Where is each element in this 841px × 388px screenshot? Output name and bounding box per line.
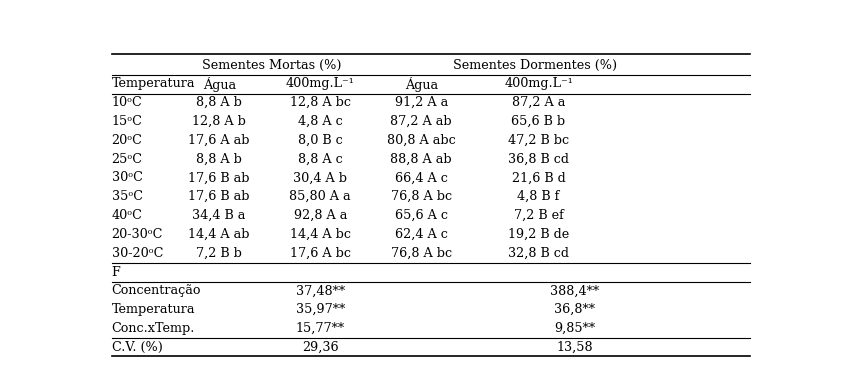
Text: Água: Água — [405, 77, 438, 92]
Text: 12,8 A b: 12,8 A b — [193, 115, 246, 128]
Text: 62,4 A c: 62,4 A c — [394, 228, 447, 241]
Text: 15ᵒC: 15ᵒC — [112, 115, 142, 128]
Text: 30-20ᵒC: 30-20ᵒC — [112, 247, 163, 260]
Text: 92,8 A a: 92,8 A a — [294, 209, 346, 222]
Text: 87,2 A ab: 87,2 A ab — [390, 115, 452, 128]
Text: 47,2 B bc: 47,2 B bc — [508, 134, 569, 147]
Text: 400mg.L⁻¹: 400mg.L⁻¹ — [286, 77, 355, 90]
Text: 40ᵒC: 40ᵒC — [112, 209, 142, 222]
Text: 65,6 B b: 65,6 B b — [511, 115, 566, 128]
Text: 4,8 A c: 4,8 A c — [298, 115, 342, 128]
Text: Concentração: Concentração — [112, 284, 201, 297]
Text: 36,8**: 36,8** — [554, 303, 595, 316]
Text: 37,48**: 37,48** — [296, 284, 345, 297]
Text: 12,8 A bc: 12,8 A bc — [289, 96, 351, 109]
Text: 36,8 B cd: 36,8 B cd — [508, 152, 569, 166]
Text: 34,4 B a: 34,4 B a — [193, 209, 246, 222]
Text: Conc.xTemp.: Conc.xTemp. — [112, 322, 195, 335]
Text: 14,4 A ab: 14,4 A ab — [188, 228, 250, 241]
Text: 29,36: 29,36 — [302, 341, 339, 354]
Text: Água: Água — [203, 77, 235, 92]
Text: 85,80 A a: 85,80 A a — [289, 190, 351, 203]
Text: 17,6 B ab: 17,6 B ab — [188, 190, 250, 203]
Text: 15,77**: 15,77** — [296, 322, 345, 335]
Text: 76,8 A bc: 76,8 A bc — [391, 247, 452, 260]
Text: 4,8 B f: 4,8 B f — [517, 190, 560, 203]
Text: F: F — [112, 265, 120, 279]
Text: 17,6 B ab: 17,6 B ab — [188, 171, 250, 184]
Text: 80,8 A abc: 80,8 A abc — [387, 134, 456, 147]
Text: Temperatura: Temperatura — [112, 77, 195, 90]
Text: 14,4 A bc: 14,4 A bc — [289, 228, 351, 241]
Text: 9,85**: 9,85** — [554, 322, 595, 335]
Text: 20ᵒC: 20ᵒC — [112, 134, 142, 147]
Text: 10ᵒC: 10ᵒC — [112, 96, 142, 109]
Text: 17,6 A bc: 17,6 A bc — [289, 247, 351, 260]
Text: 66,4 A c: 66,4 A c — [394, 171, 447, 184]
Text: 8,8 A b: 8,8 A b — [196, 96, 242, 109]
Text: 30,4 A b: 30,4 A b — [294, 171, 347, 184]
Text: 7,2 B b: 7,2 B b — [196, 247, 242, 260]
Text: 21,6 B d: 21,6 B d — [511, 171, 565, 184]
Text: 32,8 B cd: 32,8 B cd — [508, 247, 569, 260]
Text: 88,8 A ab: 88,8 A ab — [390, 152, 452, 166]
Text: 8,0 B c: 8,0 B c — [298, 134, 342, 147]
Text: 8,8 A b: 8,8 A b — [196, 152, 242, 166]
Text: 8,8 A c: 8,8 A c — [298, 152, 342, 166]
Text: 19,2 B de: 19,2 B de — [508, 228, 569, 241]
Text: 17,6 A ab: 17,6 A ab — [188, 134, 250, 147]
Text: 20-30ᵒC: 20-30ᵒC — [112, 228, 163, 241]
Text: Sementes Dormentes (%): Sementes Dormentes (%) — [453, 59, 617, 71]
Text: 7,2 B ef: 7,2 B ef — [514, 209, 563, 222]
Text: 65,6 A c: 65,6 A c — [394, 209, 447, 222]
Text: C.V. (%): C.V. (%) — [112, 341, 162, 354]
Text: 388,4**: 388,4** — [550, 284, 599, 297]
Text: 87,2 A a: 87,2 A a — [512, 96, 565, 109]
Text: Temperatura: Temperatura — [112, 303, 195, 316]
Text: 25ᵒC: 25ᵒC — [112, 152, 143, 166]
Text: 91,2 A a: 91,2 A a — [394, 96, 448, 109]
Text: Sementes Mortas (%): Sementes Mortas (%) — [202, 59, 341, 71]
Text: 400mg.L⁻¹: 400mg.L⁻¹ — [505, 77, 573, 90]
Text: 35ᵒC: 35ᵒC — [112, 190, 143, 203]
Text: 35,97**: 35,97** — [295, 303, 345, 316]
Text: 30ᵒC: 30ᵒC — [112, 171, 142, 184]
Text: 76,8 A bc: 76,8 A bc — [391, 190, 452, 203]
Text: 13,58: 13,58 — [556, 341, 593, 354]
